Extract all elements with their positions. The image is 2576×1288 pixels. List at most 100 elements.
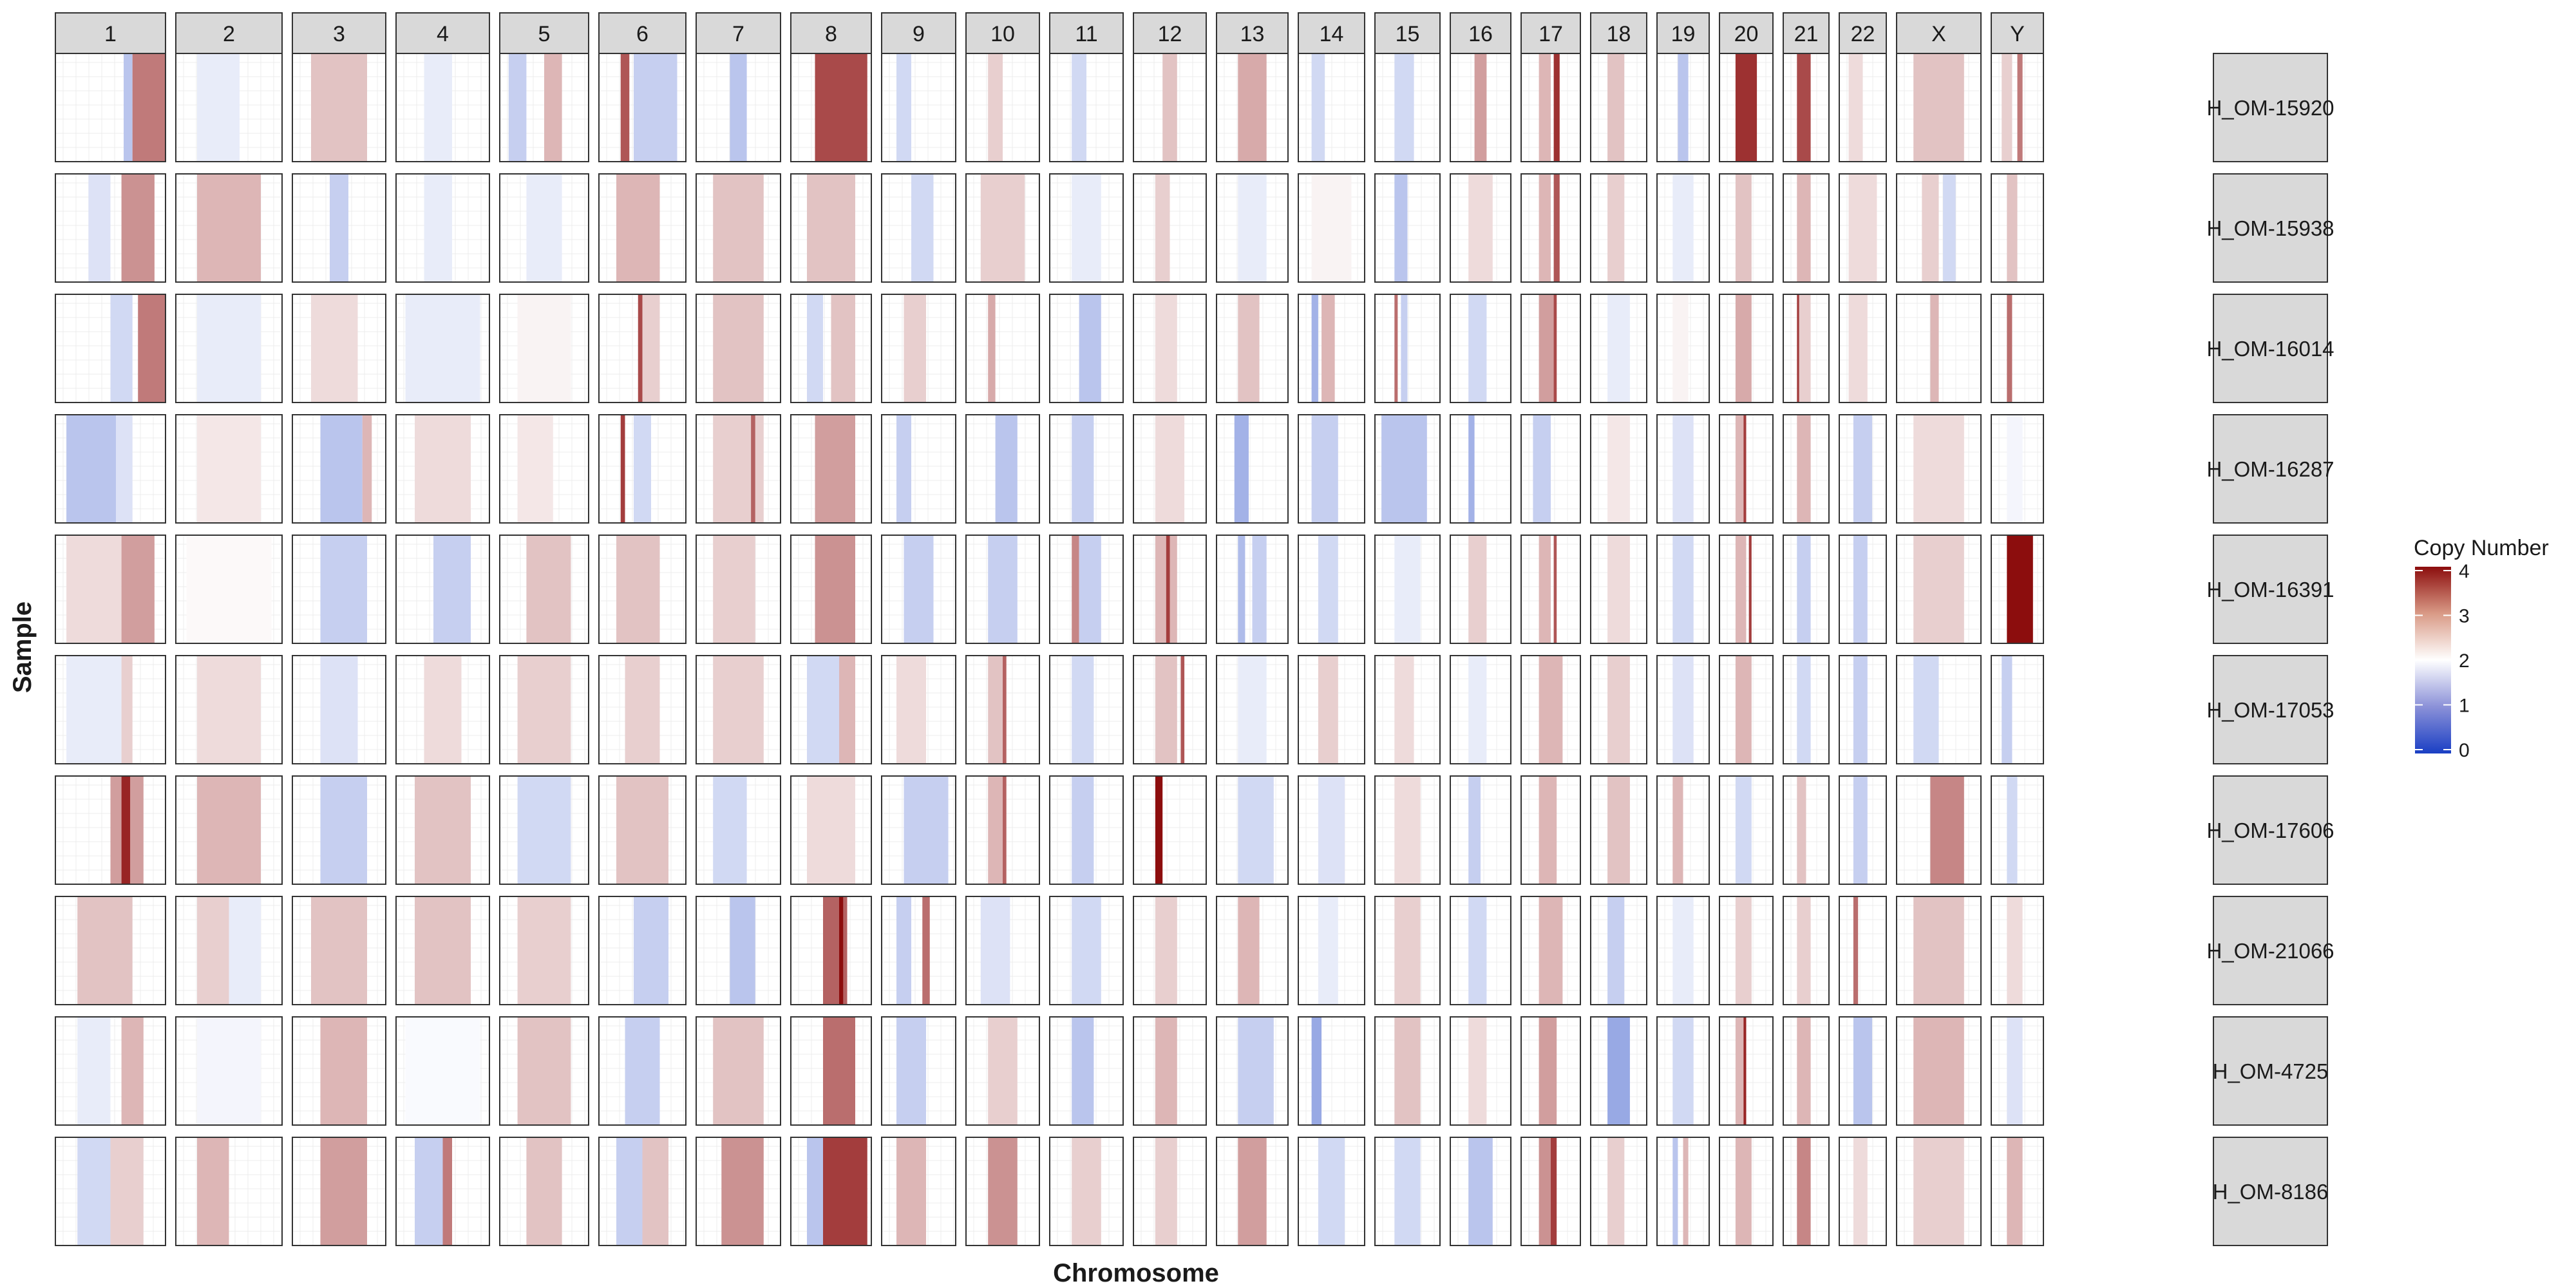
copy-number-segment: [197, 1137, 229, 1245]
copy-number-segment: [526, 174, 562, 282]
copy-number-segment: [1468, 776, 1481, 884]
heatmap-panel: [1450, 535, 1511, 644]
copy-number-segment: [1607, 53, 1625, 162]
x-axis-title: Chromosome: [1053, 1259, 1219, 1287]
heatmap-panel: [1783, 53, 1830, 162]
copy-number-segment: [904, 535, 934, 643]
sample-label: H_OM-15920: [2206, 96, 2334, 120]
heatmap-panel: [1133, 53, 1207, 162]
heatmap-panel: [395, 294, 490, 403]
legend-tick-label: 1: [2459, 696, 2470, 717]
heatmap-panel: [1049, 294, 1124, 403]
heatmap-panel: [1839, 775, 1887, 885]
copy-number-segment: [1468, 294, 1487, 402]
sample-strip: H_OM-17606: [2206, 775, 2334, 885]
copy-number-segment: [424, 53, 452, 162]
copy-number-segment: [1468, 1137, 1493, 1245]
heatmap-panel: [395, 53, 490, 162]
heatmap-panel: [1133, 294, 1207, 403]
sample-label: H_OM-21066: [2206, 939, 2334, 963]
copy-number-segment: [197, 53, 240, 162]
copy-number-segment: [1311, 53, 1325, 162]
heatmap-panel: [1520, 1016, 1581, 1126]
copy-number-segment: [1318, 896, 1338, 1005]
copy-number-segment: [1743, 415, 1747, 523]
heatmap-panel: [1783, 775, 1830, 885]
copy-number-segment: [1913, 53, 1964, 162]
copy-number-segment: [625, 1017, 660, 1125]
sample-row: [55, 535, 2044, 644]
copy-number-segment: [1551, 1137, 1557, 1245]
heatmap-panel: [1656, 535, 1710, 644]
chromosome-label: 3: [333, 22, 345, 46]
heatmap-panel: [965, 173, 1040, 283]
copy-number-segment: [1553, 535, 1557, 643]
heatmap-panel: [1298, 173, 1365, 283]
heatmap-panel: [1991, 896, 2044, 1005]
copy-number-segment: [988, 53, 1003, 162]
heatmap-panel: [395, 655, 490, 764]
heatmap-panel: [790, 1137, 872, 1246]
heatmap-panel: [696, 1016, 781, 1126]
heatmap-panel: [1896, 1137, 1982, 1246]
heatmap-panel: [1719, 1137, 1774, 1246]
copy-number-segment: [1003, 776, 1007, 884]
chromosome-strip: 17: [1520, 12, 1581, 54]
copy-number-segment: [721, 1137, 764, 1245]
copy-number-segment: [638, 294, 643, 402]
copy-number-segment: [405, 1017, 480, 1125]
heatmap-panel: [1783, 294, 1830, 403]
copy-number-segment: [807, 174, 855, 282]
copy-number-segment: [311, 53, 367, 162]
copy-number-segment: [121, 776, 131, 884]
sample-strip: H_OM-15938: [2206, 173, 2334, 283]
heatmap-panel: [1783, 1016, 1830, 1126]
copy-number-segment: [1166, 535, 1170, 643]
copy-number-segment: [517, 294, 571, 402]
heatmap-panel: [55, 173, 166, 283]
sample-label: H_OM-8186: [2213, 1180, 2329, 1204]
chromosome-strip: 8: [790, 12, 872, 54]
sample-strip: H_OM-16391: [2206, 535, 2334, 644]
copy-number-segment: [320, 1137, 367, 1245]
copy-number-segment: [1848, 53, 1863, 162]
heatmap-panel: [1374, 535, 1441, 644]
copy-number-segment: [526, 535, 571, 643]
copy-number-segment: [713, 1017, 764, 1125]
copy-number-segment: [1318, 535, 1338, 643]
copy-number-segment: [186, 535, 272, 643]
copy-number-segment: [1607, 656, 1630, 764]
copy-number-segment: [442, 1137, 452, 1245]
chromosome-label: 4: [437, 22, 449, 46]
copy-number-segment: [995, 415, 1018, 523]
copy-number-segment: [138, 294, 166, 402]
heatmap-panel: [1133, 414, 1207, 524]
copy-number-segment: [526, 1137, 562, 1245]
heatmap-panel: [1216, 294, 1289, 403]
heatmap-panel: [55, 294, 166, 403]
copy-number-segment: [1848, 294, 1868, 402]
heatmap-panel: [1656, 1137, 1710, 1246]
heatmap-panel: [1896, 414, 1982, 524]
copy-number-segment: [433, 535, 471, 643]
heatmap-panel: [1298, 1016, 1365, 1126]
heatmap-panel: [1049, 775, 1124, 885]
legend-tick-label: 2: [2459, 650, 2470, 672]
copy-number-segment: [713, 415, 764, 523]
copy-number-segment: [1238, 776, 1274, 884]
copy-number-segment: [1539, 1017, 1557, 1125]
heatmap-panel: [292, 1137, 386, 1246]
heatmap-panel: [790, 53, 872, 162]
copy-number-segment: [121, 656, 133, 764]
sample-strip: H_OM-17053: [2206, 655, 2334, 764]
heatmap-panel: [1133, 535, 1207, 644]
heatmap-panel: [1991, 53, 2044, 162]
heatmap-panel: [1133, 655, 1207, 764]
copy-number-segment: [1155, 294, 1177, 402]
heatmap-panel: [1719, 173, 1774, 283]
copy-number-segment: [616, 174, 660, 282]
heatmap-panel: [292, 53, 386, 162]
copy-number-segment: [1553, 53, 1560, 162]
chromosome-label: 12: [1158, 22, 1182, 46]
copy-number-segment: [66, 415, 117, 523]
